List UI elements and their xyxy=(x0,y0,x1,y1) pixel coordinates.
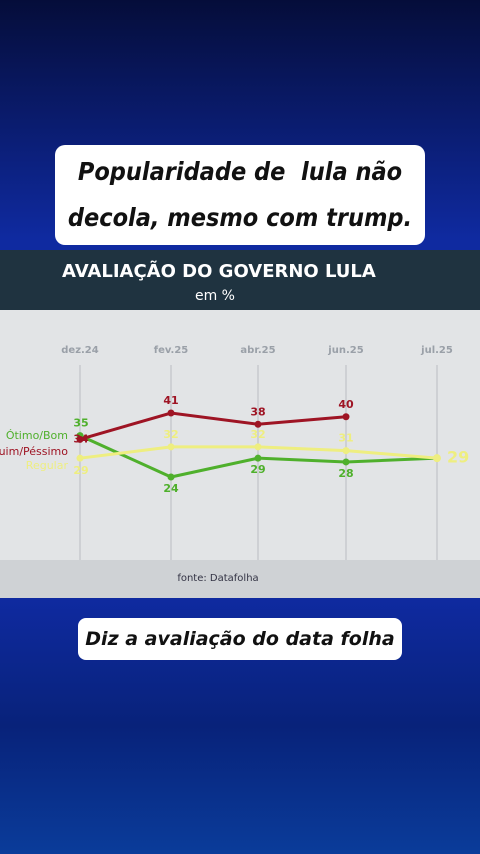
point xyxy=(76,454,84,462)
chart-footer xyxy=(0,560,480,598)
value-label: 29 xyxy=(250,463,265,476)
point xyxy=(254,454,262,462)
caption: Diz a avaliação do data folha xyxy=(85,628,395,650)
value-label: 38 xyxy=(250,405,265,418)
chart-title: AVALIAÇÃO DO GOVERNO LULA xyxy=(62,259,376,282)
value-label: 28 xyxy=(338,467,353,480)
x-tick-label: fev.25 xyxy=(154,345,189,356)
x-tick-label: abr.25 xyxy=(240,345,275,356)
caption-box: Diz a avaliação do data folha xyxy=(78,618,402,660)
value-label: 31 xyxy=(338,432,353,445)
x-tick-label: dez.24 xyxy=(61,345,99,356)
value-label: 29 xyxy=(447,448,469,467)
legend-label: Ruim/Péssimo xyxy=(0,445,68,458)
point xyxy=(342,458,350,466)
point xyxy=(167,473,175,481)
point xyxy=(76,435,84,443)
headline-line: Popularidade de lula não xyxy=(77,157,403,186)
point xyxy=(167,409,175,417)
point xyxy=(254,443,262,451)
value-label: 40 xyxy=(338,398,354,411)
x-tick-label: jun.25 xyxy=(327,345,363,356)
headline-line: decola, mesmo com trump. xyxy=(67,203,413,232)
series-line xyxy=(79,411,347,441)
value-label: 32 xyxy=(163,428,178,441)
value-label: 34 xyxy=(73,432,89,445)
value-label: 29 xyxy=(73,464,88,477)
point xyxy=(254,420,262,428)
value-label: 35 xyxy=(73,417,88,430)
value-label: 32 xyxy=(250,428,265,441)
chart-subtitle: em % xyxy=(195,288,235,304)
point xyxy=(342,413,350,421)
point xyxy=(342,447,350,455)
headline-box: Popularidade de lula não decola, mesmo co… xyxy=(55,145,425,245)
point xyxy=(167,443,175,451)
value-label: 41 xyxy=(163,394,178,407)
chart-header xyxy=(0,250,480,310)
point xyxy=(433,454,441,462)
source: fonte: Datafolha xyxy=(177,573,258,584)
legend-label: Regular xyxy=(26,459,69,472)
x-tick-label: jul.25 xyxy=(420,345,453,356)
value-label: 24 xyxy=(163,482,179,495)
legend-label: Ótimo/Bom xyxy=(6,429,68,442)
